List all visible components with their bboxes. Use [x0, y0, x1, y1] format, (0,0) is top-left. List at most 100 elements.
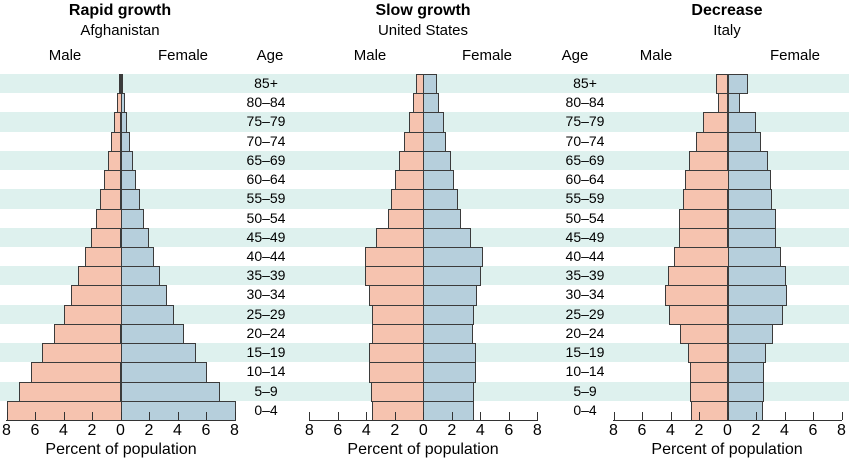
age-group-label: 65–69: [565, 151, 605, 168]
bar-female-10–14: [423, 362, 476, 383]
age-group-label: 20–24: [246, 324, 286, 341]
bar-male-70–74: [696, 131, 729, 152]
x-axis-tick: [423, 412, 425, 420]
age-group-label: 35–39: [565, 267, 605, 284]
bar-male-50–54: [95, 208, 122, 229]
x-axis-tick: [670, 412, 672, 420]
bar-female-50–54: [120, 208, 145, 229]
x-axis-tick: [92, 412, 93, 420]
age-group-label: 35–39: [246, 267, 286, 284]
chart-title-slow-growth: Slow growth: [375, 2, 471, 19]
x-axis-tick-label: 4: [475, 422, 485, 439]
bar-female-45–49: [423, 227, 472, 248]
bar-female-15–19: [423, 343, 476, 364]
bar-female-30–34: [120, 285, 168, 306]
x-axis-tick-label: 6: [333, 422, 343, 439]
bar-female-20–24: [120, 323, 185, 345]
xlabel-chart3: Percent of population: [651, 441, 803, 458]
x-axis-tick: [451, 412, 453, 420]
bar-female-55–59: [727, 189, 772, 210]
bar-male-20–24: [53, 323, 122, 345]
bar-female-80–84: [423, 93, 439, 114]
x-axis-tick: [149, 412, 150, 420]
bar-male-35–39: [667, 266, 729, 287]
x-axis-tick: [394, 412, 396, 420]
bar-male-45–49: [376, 227, 425, 248]
bar-male-20–24: [680, 323, 729, 345]
x-axis-tick: [613, 412, 615, 420]
bar-male-60–64: [394, 170, 425, 191]
chart-subtitle-united-states: United States: [377, 22, 469, 39]
bar-female-50–54: [423, 208, 462, 229]
bar-female-20–24: [727, 323, 773, 345]
x-axis-tick-label: 8: [837, 422, 846, 439]
bar-female-35–39: [423, 266, 482, 287]
age-group-label: 75–79: [565, 113, 605, 130]
x-axis-tick-label: 6: [30, 422, 40, 439]
chart-subtitle-afghanistan: Afghanistan: [80, 22, 160, 39]
bar-female-5–9: [120, 381, 220, 402]
bar-female-35–39: [727, 266, 786, 287]
bar-female-25–29: [423, 304, 475, 325]
bar-female-55–59: [120, 189, 141, 210]
xlabel-chart2: Percent of population: [347, 441, 499, 458]
bar-male-15–19: [687, 343, 729, 364]
bar-male-5–9: [689, 381, 729, 402]
bar-female-60–64: [120, 170, 137, 191]
x-axis-tick: [206, 412, 207, 420]
x-axis-tick-label: 8: [532, 422, 542, 439]
age-group-label: 45–49: [246, 228, 286, 245]
bar-male-5–9: [19, 381, 122, 402]
bar-male-50–54: [679, 208, 729, 229]
bar-female-0–4: [423, 400, 475, 421]
bar-female-15–19: [120, 343, 196, 364]
bar-female-45–49: [120, 227, 149, 248]
x-axis-tick-label: 4: [173, 422, 182, 439]
x-axis-tick-label: 0: [418, 422, 428, 439]
bar-female-30–34: [727, 285, 787, 306]
x-axis-tick-label: 6: [808, 422, 818, 439]
x-axis-tick: [35, 412, 36, 420]
age-group-label: 15–19: [565, 344, 605, 361]
x-axis-tick-label: 8: [230, 422, 239, 439]
bar-female-30–34: [423, 285, 478, 306]
x-axis-tick: [841, 412, 843, 420]
x-axis-tick: [784, 412, 786, 420]
bar-male-60–64: [684, 170, 729, 191]
xlabel-chart1: Percent of population: [45, 441, 197, 458]
bar-female-65–69: [423, 150, 452, 172]
x-axis-tick-label: 8: [2, 422, 11, 439]
bar-female-70–74: [120, 131, 131, 152]
bar-female-25–29: [727, 304, 783, 325]
bar-female-20–24: [423, 323, 473, 345]
age-header-left: Age: [256, 47, 284, 64]
bar-male-65–69: [107, 150, 122, 172]
age-group-label: 0–4: [573, 401, 597, 418]
bar-female-60–64: [727, 170, 772, 191]
bar-male-10–14: [689, 362, 729, 383]
age-group-label: 15–19: [246, 344, 286, 361]
x-axis-tick-label: 2: [694, 422, 704, 439]
x-axis-tick-label: 8: [609, 422, 618, 439]
age-group-label: 25–29: [246, 305, 286, 322]
bar-male-65–69: [689, 150, 729, 172]
bar-female-65–69: [120, 150, 133, 172]
x-axis-tick: [813, 412, 814, 420]
bar-male-35–39: [77, 266, 122, 287]
age-header-right: Age: [561, 47, 589, 64]
bar-male-10–14: [369, 362, 425, 383]
bar-female-80–84: [727, 93, 740, 114]
chart-title-rapid-growth: Rapid growth: [68, 2, 172, 19]
bar-male-25–29: [669, 304, 729, 325]
age-group-label: 55–59: [565, 190, 605, 207]
x-axis-tick: [6, 412, 8, 420]
bar-female-5–9: [423, 381, 475, 402]
bar-male-25–29: [63, 304, 122, 325]
bar-male-10–14: [30, 362, 122, 383]
age-group-label: 80–84: [565, 94, 605, 111]
x-axis-tick: [337, 412, 339, 420]
x-axis-tick: [756, 412, 757, 420]
bar-male-45–49: [90, 227, 122, 248]
bar-female-75–79: [423, 112, 445, 133]
x-axis-tick-label: 4: [361, 422, 371, 439]
